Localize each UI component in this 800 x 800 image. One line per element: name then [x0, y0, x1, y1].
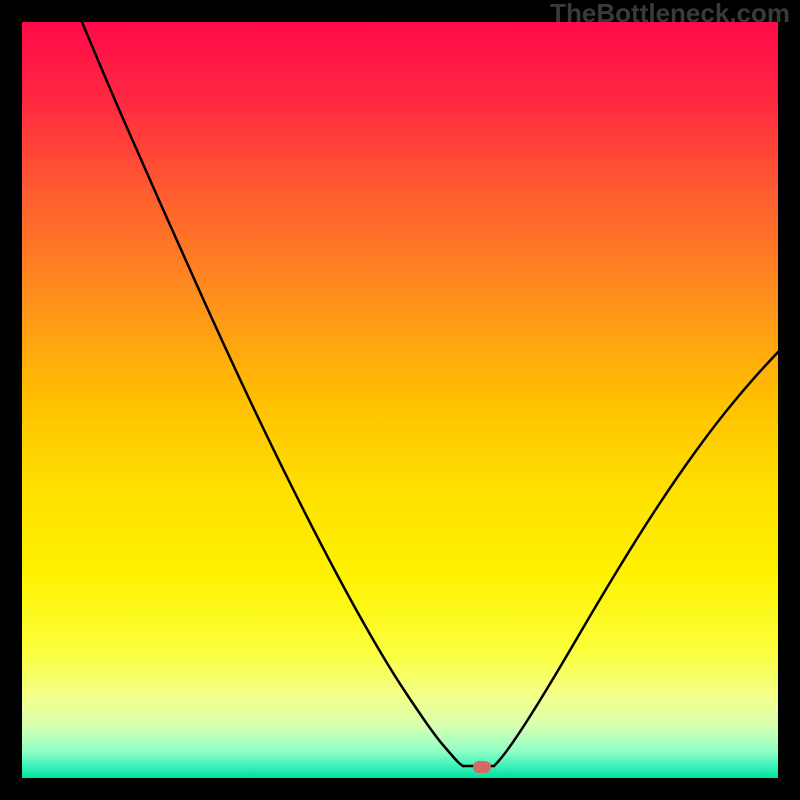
chart-canvas: TheBottleneck.com [0, 0, 800, 800]
optimum-marker [473, 761, 491, 773]
bottleneck-curve [22, 22, 778, 778]
watermark-text: TheBottleneck.com [550, 0, 790, 29]
plot-area [22, 22, 778, 778]
